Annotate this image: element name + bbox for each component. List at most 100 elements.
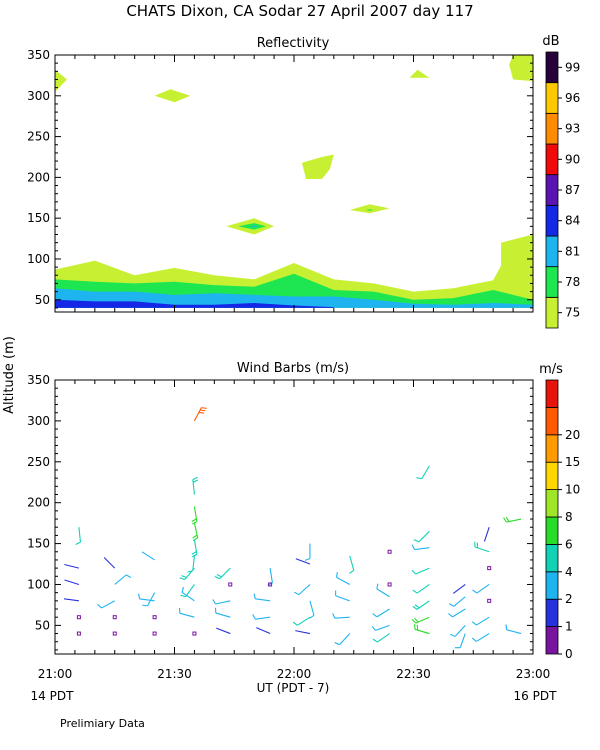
wind-barb-feather — [137, 593, 141, 600]
wind-barb — [181, 587, 195, 602]
wind-barb — [411, 616, 430, 624]
wind-colorbar-label: 2 — [565, 592, 573, 606]
reflectivity-y-tick-label: 300 — [27, 89, 50, 103]
reflectivity-region-75db — [409, 69, 430, 78]
wind-barb-shaft — [297, 616, 311, 626]
wind-barb-feather — [253, 593, 256, 599]
wind-barb-feather — [304, 558, 311, 561]
wind-barb — [103, 557, 116, 569]
wind-barb — [142, 592, 156, 607]
wind-barb-feather — [332, 613, 336, 619]
figure-title: CHATS Dixon, CA Sodar 27 April 2007 day … — [126, 2, 473, 20]
wind-barb-feather — [372, 613, 378, 618]
wind-barb-feather — [180, 594, 186, 598]
reflectivity-y-tick-label: 200 — [27, 170, 50, 184]
wind-y-tick-label: 250 — [27, 455, 50, 469]
wind-barb — [414, 624, 430, 635]
wind-barb — [448, 608, 466, 618]
wind-barb-shaft — [414, 547, 430, 551]
wind-barb — [450, 625, 466, 637]
wind-barb-shaft — [376, 588, 390, 598]
wind-colorbar-label: 8 — [565, 510, 573, 524]
wind-y-tick-label: 300 — [27, 414, 50, 428]
wind-barb-shaft — [476, 633, 490, 642]
wind-y-tick-label: 350 — [27, 373, 50, 387]
wind-barb — [295, 630, 311, 635]
wind-barb — [483, 527, 490, 542]
wind-barb — [214, 567, 231, 580]
wind-barb — [448, 596, 466, 607]
wind-barb-feather — [413, 539, 420, 543]
wind-barb-feather — [471, 621, 477, 626]
wind-barb — [191, 539, 198, 558]
wind-barb-shaft — [476, 616, 490, 626]
wind-colorbar-swatch — [545, 406, 559, 436]
wind-barb-shaft — [179, 612, 195, 618]
reflectivity-colorbar-label: 84 — [565, 214, 580, 228]
wind-barb-feather — [125, 574, 132, 579]
wind-barb-shaft — [103, 557, 116, 569]
reflectivity-region-78db — [365, 209, 374, 211]
wind-barb-feather — [309, 614, 315, 619]
wind-barb-feather — [372, 638, 378, 643]
wind-colorbar-swatch — [545, 626, 559, 655]
wind-barb-feather — [292, 621, 298, 626]
wind-barb-feather — [191, 518, 197, 522]
wind-barb — [411, 567, 430, 575]
wind-barb-feather — [412, 605, 418, 610]
wind-barb-shaft — [334, 616, 350, 619]
wind-barb-shaft — [64, 579, 80, 586]
reflectivity-colorbar-label: 87 — [565, 183, 580, 197]
wind-barb-shaft — [78, 527, 82, 543]
wind-barb-shaft — [418, 530, 430, 543]
wind-barbs-panel: Wind Barbs (m/s) 5010015020025030035021:… — [27, 361, 580, 681]
wind-barb — [335, 590, 350, 602]
wind-colorbar-swatch — [545, 461, 559, 491]
wind-barb-shaft — [192, 555, 195, 571]
wind-barb-shaft — [376, 633, 390, 643]
wind-colorbar-label: 1 — [565, 620, 573, 634]
reflectivity-y-tick-label: 350 — [27, 48, 50, 62]
wind-barb-shaft — [185, 584, 195, 598]
wind-barb-feather — [216, 574, 222, 578]
wind-barb-shaft — [64, 563, 80, 569]
reflectivity-region-81db — [55, 288, 533, 308]
wind-y-tick-label: 150 — [27, 537, 50, 551]
wind-colorbar-swatch — [545, 489, 559, 518]
reflectivity-region-75db — [55, 69, 67, 92]
wind-barb — [471, 633, 490, 642]
wind-barb-shaft — [139, 598, 155, 602]
wind-barb-shaft — [335, 595, 350, 602]
wind-barb-calm — [387, 549, 392, 554]
wind-barb — [411, 544, 430, 551]
wind-barb — [180, 584, 195, 598]
wind-barb — [114, 574, 132, 585]
wind-colorbar-swatch — [545, 598, 559, 628]
x-right-note: 16 PDT — [514, 689, 558, 703]
footnote: Prelimiary Data — [60, 717, 145, 730]
wind-barb-shaft — [255, 616, 271, 620]
wind-barb — [503, 516, 522, 523]
wind-barb-calm — [192, 631, 197, 636]
wind-barb — [309, 600, 315, 619]
wind-barb — [75, 527, 82, 545]
wind-barb-shaft — [506, 629, 522, 635]
wind-barb-shaft — [181, 591, 195, 602]
reflectivity-colorbar-swatch — [545, 204, 559, 237]
wind-barb-feather — [201, 407, 207, 409]
wind-barb-calm — [268, 582, 273, 587]
reflectivity-colorbar-swatch — [545, 174, 559, 206]
wind-barb-feather — [336, 572, 338, 578]
reflectivity-y-tick-label: 100 — [27, 252, 50, 266]
wind-barb-shaft — [256, 627, 271, 635]
wind-barb — [212, 599, 231, 605]
reflectivity-y-tick-label: 250 — [27, 130, 50, 144]
reflectivity-region-81db — [250, 225, 259, 228]
reflectivity-colorbar-label: 93 — [565, 122, 580, 136]
wind-barb-feather — [181, 575, 187, 579]
wind-x-tick-label: 23:00 — [516, 667, 551, 681]
wind-barb-feather — [448, 603, 455, 607]
wind-barb — [413, 530, 430, 543]
wind-colorbar-swatch — [545, 379, 559, 408]
wind-barb-shaft — [483, 527, 490, 542]
